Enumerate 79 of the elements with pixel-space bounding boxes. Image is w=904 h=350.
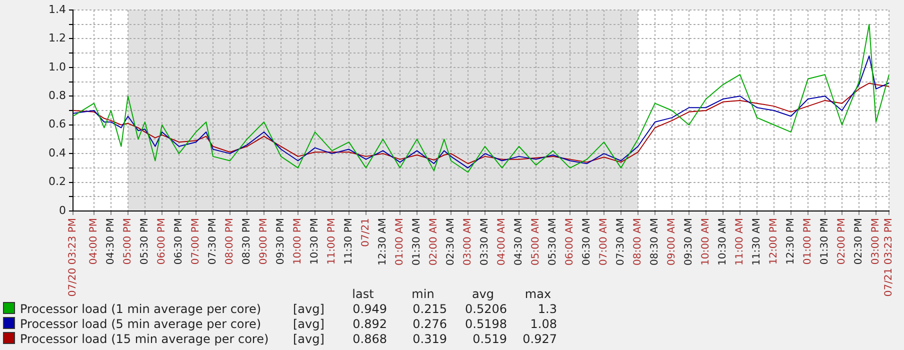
text: 0.892: [352, 316, 388, 331]
text: 0.276: [412, 316, 448, 331]
x-tick-label: 04:00 PM: [88, 218, 100, 265]
text: [avg]: [293, 316, 326, 331]
x-tick-label: 01:30 PM: [820, 218, 831, 265]
x-tick-label: 08:00 AM: [632, 218, 644, 266]
x-tick-label: 06:00 PM: [156, 218, 168, 265]
text: min: [410, 286, 436, 301]
x-tick-label: 09:30 PM: [276, 218, 287, 265]
x-tick-label: 01:30 AM: [412, 218, 423, 266]
legend-label: Processor load (5 min average per core): [19, 316, 262, 331]
x-tick-label: 05:30 PM: [140, 218, 151, 265]
x-tick-label: 04:30 PM: [106, 218, 117, 265]
x-tick-label: 07:30 AM: [616, 218, 627, 266]
x-tick-label: 09:00 PM: [258, 218, 270, 265]
x-tick-label: 05:00 PM: [122, 218, 134, 265]
text: 0.319: [412, 331, 448, 346]
x-tick-label: 05:30 AM: [548, 218, 559, 266]
text: [avg]: [293, 331, 326, 346]
x-tick-label: 05:00 AM: [530, 218, 542, 266]
x-tick-label: 02:00 PM: [836, 218, 848, 265]
x-tick-label: 07/20 03:23 PM: [68, 218, 79, 297]
x-tick-label: 04:30 AM: [514, 218, 525, 266]
legend-label: Processor load (15 min average per core): [19, 331, 270, 346]
x-tick-label: 07:00 AM: [598, 218, 610, 266]
y-tick-label: 0.2: [48, 175, 66, 188]
x-tick-label: 08:30 AM: [650, 218, 661, 266]
y-tick-label: 0.8: [48, 89, 66, 102]
x-tick-label: 06:30 AM: [582, 218, 593, 266]
x-tick-label: 11:00 AM: [734, 218, 746, 266]
text: [avg]: [293, 301, 326, 316]
x-tick-label: 11:30 PM: [344, 218, 355, 265]
y-tick-label: 1.4: [48, 2, 66, 16]
x-tick-label: 11:00 PM: [326, 218, 338, 265]
x-tick-label: 01:00 PM: [802, 218, 814, 265]
x-tick-label: 07/21: [360, 218, 372, 247]
x-tick-label: 03:30 AM: [480, 218, 491, 266]
x-tick-label: 10:00 AM: [700, 218, 712, 266]
x-tick-label: 02:30 PM: [854, 218, 865, 265]
x-tick-label: 10:30 PM: [310, 218, 321, 265]
text: 0.949: [352, 301, 388, 316]
x-tick-label: 07:30 PM: [208, 218, 219, 265]
text: 0.868: [352, 331, 388, 346]
x-tick-label: 01:00 AM: [394, 218, 406, 266]
y-tick-label: 0: [59, 204, 66, 217]
text: 1.3: [536, 301, 558, 316]
legend-label: Processor load (1 min average per core): [19, 301, 262, 316]
y-tick-label: 1.2: [48, 32, 66, 45]
x-tick-label: 04:00 AM: [496, 218, 508, 266]
x-tick-label: 10:30 AM: [718, 218, 729, 266]
text: 0.5206: [464, 301, 508, 316]
text: avg: [470, 286, 496, 301]
text: 0.519: [472, 331, 508, 346]
text: 0.927: [522, 331, 558, 346]
x-tick-label: 12:30 PM: [786, 218, 797, 265]
y-tick-label: 0.6: [48, 118, 66, 131]
x-tick-label: 02:00 AM: [428, 218, 440, 266]
y-tick-label: 1.0: [48, 60, 66, 74]
text: max: [524, 286, 552, 301]
text: 0.5198: [464, 316, 508, 331]
x-tick-label: 08:00 PM: [224, 218, 236, 265]
x-tick-label: 03:00 PM: [870, 218, 882, 265]
x-tick-label: 06:30 PM: [174, 218, 185, 265]
x-tick-label: 02:30 AM: [446, 218, 457, 266]
text: 0.215: [412, 301, 448, 316]
x-tick-label: 07:00 PM: [190, 218, 202, 265]
x-tick-label: 06:00 AM: [564, 218, 576, 266]
x-tick-label: 07/21 03:23 PM: [884, 218, 895, 297]
x-tick-label: 12:00 PM: [768, 218, 780, 265]
text: last: [351, 286, 375, 301]
x-tick-label: 11:30 AM: [752, 218, 763, 266]
y-tick-label: 0.4: [48, 146, 66, 160]
x-tick-label: 10:00 PM: [292, 218, 304, 265]
text: 1.08: [529, 316, 558, 331]
x-tick-label: 03:00 AM: [462, 218, 474, 266]
x-tick-label: 09:30 AM: [684, 218, 695, 266]
x-tick-label: 08:30 PM: [242, 218, 253, 265]
x-tick-label: 09:00 AM: [666, 218, 678, 266]
x-tick-label: 12:30 AM: [378, 218, 389, 266]
